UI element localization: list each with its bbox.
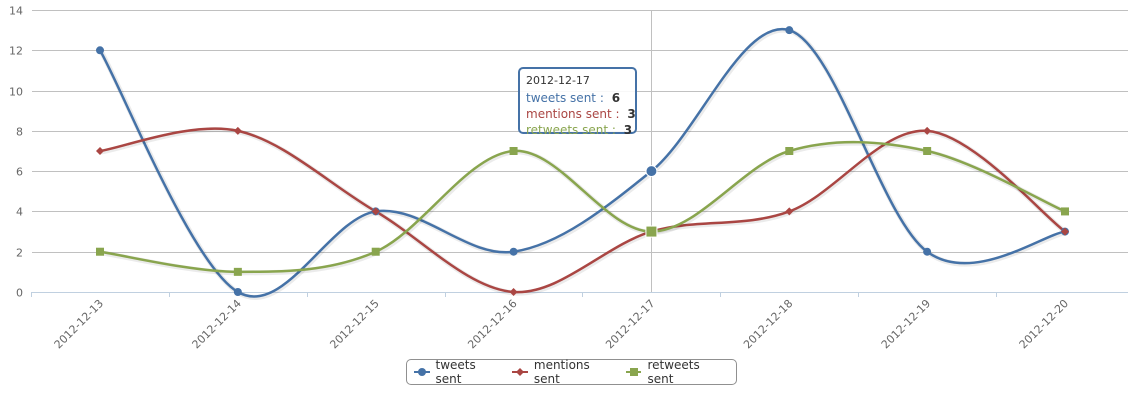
data-point-tweets xyxy=(923,248,931,256)
tooltip-value-retweets: 3 xyxy=(624,123,632,137)
x-tick-label: 2012-12-16 xyxy=(465,297,519,351)
x-tick-label: 2012-12-20 xyxy=(1017,297,1071,351)
series-line-mentions xyxy=(100,129,1065,293)
x-tick-label: 2012-12-15 xyxy=(327,297,381,351)
legend-label-tweets: tweets sent xyxy=(436,358,504,386)
data-point-retweets xyxy=(96,248,104,256)
y-tick-label: 12 xyxy=(9,45,23,58)
series-line-shadow-retweets xyxy=(101,143,1066,273)
chart-tooltip: 2012-12-17 tweets sent : 6 mentions sent… xyxy=(518,67,637,134)
legend-square-marker-icon xyxy=(626,367,642,377)
x-tick-label: 2012-12-19 xyxy=(879,297,933,351)
y-tick-label: 0 xyxy=(16,287,23,300)
legend-item-tweets[interactable]: tweets sent xyxy=(414,358,503,386)
chart-legend: tweets sent mentions sent retweets sent xyxy=(406,359,737,385)
tooltip-sep-tweets: : xyxy=(596,91,608,105)
data-point-tweets xyxy=(234,288,242,296)
legend-diamond-marker-icon xyxy=(512,367,528,377)
tooltip-value-tweets: 6 xyxy=(612,91,620,105)
data-point-retweets xyxy=(510,147,518,155)
data-point-retweets xyxy=(785,147,793,155)
legend-item-mentions[interactable]: mentions sent xyxy=(512,358,617,386)
x-tick-label: 2012-12-14 xyxy=(190,297,244,351)
y-tick-label: 8 xyxy=(16,126,23,139)
legend-label-retweets: retweets sent xyxy=(647,358,727,386)
legend-item-retweets[interactable]: retweets sent xyxy=(626,358,727,386)
y-tick-label: 14 xyxy=(9,5,23,18)
data-point-tweets xyxy=(96,46,104,54)
y-tick-label: 2 xyxy=(16,247,23,260)
tooltip-row-retweets: retweets sent : 3 xyxy=(526,122,635,138)
y-tick-label: 4 xyxy=(16,206,23,219)
x-tick-label: 2012-12-17 xyxy=(603,297,657,351)
data-point-retweets xyxy=(646,226,657,237)
data-point-tweets xyxy=(510,248,518,256)
data-point-retweets xyxy=(923,147,931,155)
tooltip-value-mentions: 3 xyxy=(627,107,635,121)
legend-circle-marker-icon xyxy=(414,367,430,377)
tooltip-row-mentions: mentions sent : 3 xyxy=(526,106,635,122)
x-tick-label: 2012-12-13 xyxy=(52,297,106,351)
data-point-retweets xyxy=(234,268,242,276)
legend-label-mentions: mentions sent xyxy=(534,358,617,386)
data-point-retweets xyxy=(1061,207,1069,215)
tooltip-label-retweets: retweets sent xyxy=(526,123,608,137)
y-tick-label: 10 xyxy=(9,86,23,99)
tooltip-label-tweets: tweets sent xyxy=(526,91,596,105)
y-tick-label: 6 xyxy=(16,166,23,179)
data-point-retweets xyxy=(372,248,380,256)
tooltip-date: 2012-12-17 xyxy=(526,73,635,89)
tooltip-label-mentions: mentions sent xyxy=(526,107,612,121)
data-point-tweets xyxy=(646,166,657,177)
data-point-tweets xyxy=(785,26,793,34)
tooltip-sep-mentions: : xyxy=(612,107,624,121)
tooltip-row-tweets: tweets sent : 6 xyxy=(526,90,635,106)
tooltip-sep-retweets: : xyxy=(608,123,620,137)
x-tick-label: 2012-12-18 xyxy=(741,297,795,351)
